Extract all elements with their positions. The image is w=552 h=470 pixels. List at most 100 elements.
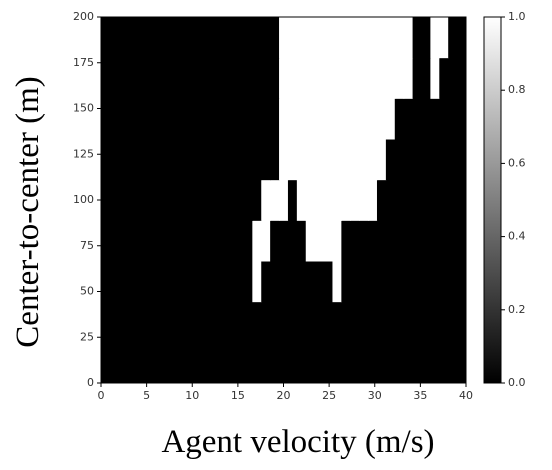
- heatmap-cell: [136, 17, 147, 59]
- x-tick-label: 5: [143, 389, 150, 402]
- heatmap-cell: [332, 179, 342, 221]
- heatmap-cell: [261, 98, 271, 140]
- heatmap-cell: [154, 261, 164, 303]
- heatmap-cell: [225, 139, 236, 181]
- heatmap-cell: [412, 261, 422, 303]
- heatmap-cell: [198, 301, 209, 343]
- heatmap-cell: [207, 342, 218, 384]
- heatmap-cell: [403, 301, 414, 343]
- heatmap-cell: [118, 220, 129, 262]
- heatmap-cell: [243, 342, 253, 384]
- heatmap-cell: [430, 57, 440, 99]
- heatmap-cell: [421, 261, 431, 303]
- heatmap-cell: [376, 57, 387, 99]
- heatmap-cell: [207, 301, 218, 343]
- heatmap-cell: [323, 342, 333, 384]
- heatmap-cell: [261, 220, 271, 262]
- heatmap-cell: [101, 220, 111, 262]
- heatmap-cell: [136, 261, 147, 303]
- heatmap-cell: [172, 17, 182, 59]
- heatmap-cell: [207, 220, 218, 262]
- heatmap-cell: [101, 261, 111, 303]
- heatmap-cell: [323, 261, 333, 303]
- heatmap-cell: [359, 261, 369, 303]
- heatmap-cell: [430, 342, 440, 384]
- heatmap-cell: [252, 57, 262, 99]
- x-tick-label: 15: [231, 389, 245, 402]
- heatmap-cell: [145, 301, 155, 343]
- heatmap-cell: [109, 57, 120, 99]
- heatmap-cell: [385, 342, 396, 384]
- heatmap-cell: [394, 139, 405, 181]
- heatmap-cell: [403, 220, 414, 262]
- heatmap-cell: [368, 301, 378, 343]
- heatmap-cell: [109, 220, 120, 262]
- heatmap-cell: [287, 261, 298, 303]
- heatmap-cell: [279, 17, 289, 59]
- heatmap-cell: [323, 301, 333, 343]
- heatmap-cell: [296, 57, 307, 99]
- heatmap-cell: [270, 139, 280, 181]
- heatmap-cell: [376, 301, 387, 343]
- y-axis-label: Center-to-center (m): [10, 76, 46, 347]
- heatmap-cell: [376, 220, 387, 262]
- heatmap-cell: [368, 179, 378, 221]
- heatmap-cell: [154, 220, 164, 262]
- heatmap-cell: [118, 139, 129, 181]
- heatmap-cell: [332, 98, 342, 140]
- heatmap-cell: [305, 261, 316, 303]
- colorbar-tick-label: 1.0: [508, 10, 526, 23]
- heatmap-cell: [172, 57, 182, 99]
- heatmap-cell: [279, 220, 289, 262]
- heatmap-cell: [457, 139, 467, 181]
- heatmap-cell: [412, 179, 422, 221]
- heatmap-cell: [314, 261, 325, 303]
- heatmap-cell: [376, 139, 387, 181]
- heatmap-cell: [385, 139, 396, 181]
- heatmap-cell: [234, 261, 244, 303]
- heatmap-cell: [136, 179, 147, 221]
- heatmap-cell: [216, 342, 227, 384]
- colorbar-tick-label: 0.6: [508, 156, 526, 169]
- heatmap-cell: [305, 179, 316, 221]
- heatmap-cell: [296, 179, 307, 221]
- heatmap-cell: [279, 57, 289, 99]
- heatmap-cell: [421, 342, 431, 384]
- heatmap-cell: [376, 342, 387, 384]
- heatmap-cell: [314, 220, 325, 262]
- heatmap-cell: [216, 139, 227, 181]
- heatmap-cell: [403, 342, 414, 384]
- heatmap-cell: [368, 98, 378, 140]
- heatmap-cell: [296, 342, 307, 384]
- heatmap-cell: [448, 220, 458, 262]
- heatmap-cell: [350, 139, 360, 181]
- heatmap-cell: [172, 98, 182, 140]
- heatmap-cell: [243, 261, 253, 303]
- heatmap-cell: [314, 98, 325, 140]
- heatmap-cell: [145, 17, 155, 59]
- heatmap-cell: [145, 261, 155, 303]
- heatmap-cell: [163, 17, 173, 59]
- heatmap-cell: [279, 139, 289, 181]
- heatmap-cell: [127, 17, 138, 59]
- heatmap-cell: [252, 179, 262, 221]
- heatmap-cell: [261, 179, 271, 221]
- heatmap-cell: [287, 98, 298, 140]
- heatmap-cell: [198, 17, 209, 59]
- heatmap-cell: [216, 179, 227, 221]
- heatmap-cell: [234, 139, 244, 181]
- heatmap-cell: [234, 301, 244, 343]
- heatmap-cell: [109, 139, 120, 181]
- heatmap-cell: [127, 342, 138, 384]
- y-tick-label: 125: [73, 147, 94, 160]
- heatmap-cell: [109, 98, 120, 140]
- heatmap-cell: [252, 139, 262, 181]
- heatmap-cell: [403, 261, 414, 303]
- heatmap-cell: [154, 342, 164, 384]
- heatmap-cell: [154, 139, 164, 181]
- heatmap-cell: [225, 17, 236, 59]
- heatmap-cell: [350, 301, 360, 343]
- heatmap-cell: [296, 139, 307, 181]
- heatmap-cell: [412, 301, 422, 343]
- heatmap-cell: [403, 179, 414, 221]
